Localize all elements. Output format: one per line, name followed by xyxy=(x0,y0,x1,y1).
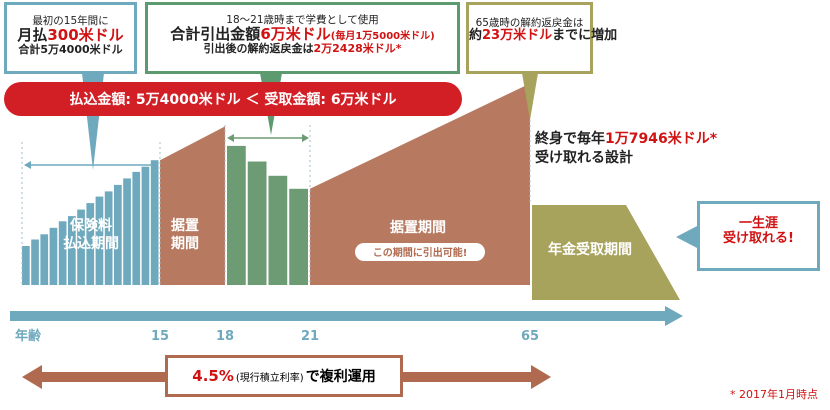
phase-label: 保険料 xyxy=(69,217,112,234)
compound-operation-box: 4.5% (現行積立利率) で複利運用 xyxy=(165,355,403,397)
withdrawable-badge xyxy=(355,243,485,261)
callout-payment-line3: 合計5万4000米ドル xyxy=(18,43,123,57)
operation-arrow-left xyxy=(22,365,42,389)
payment-bar xyxy=(95,196,104,285)
payment-bar xyxy=(132,171,141,285)
x-axis-title: 年齢 xyxy=(15,328,42,344)
payment-bar xyxy=(49,227,58,285)
payment-bar xyxy=(114,184,122,285)
callout-withdrawal: 18〜21歳時まで学費として使用 合計引出金額6万米ドル(毎月1万5000米ドル… xyxy=(145,2,460,74)
payment-bar xyxy=(31,239,39,285)
withdrawal-bar xyxy=(247,161,267,285)
phase-label: 据置 xyxy=(171,217,199,234)
callout-lifetime-line1: 一生涯 xyxy=(738,216,778,231)
withdrawal-bar xyxy=(289,188,308,285)
payment-bar xyxy=(123,178,131,285)
x-axis-arrowhead xyxy=(665,306,683,326)
footnote: * 2017年1月時点 xyxy=(730,388,818,401)
payment-bar xyxy=(141,166,150,285)
lifetime-annuity-note: 終身で毎年1万7946米ドル* 受け取れる設計 xyxy=(535,130,717,168)
x-tick-label: 21 xyxy=(301,329,319,344)
callout-surrender-line1: 65歳時の解約返戻金は xyxy=(475,17,584,29)
payment-span-head-right xyxy=(151,161,158,169)
callout-lifetime: 一生涯 受け取れる! xyxy=(697,201,820,271)
pointer-surrender xyxy=(522,73,538,120)
annuity-arrow xyxy=(532,205,680,300)
callout-withdrawal-line2: 合計引出金額6万米ドル(毎月1万5000米ドル) xyxy=(170,25,435,44)
callout-payment-line1: 最初の15年間に xyxy=(32,15,109,27)
payment-bar xyxy=(104,191,113,285)
lifetime-note-line2: 受け取れる設計 xyxy=(535,149,633,166)
phase-label: 年金受取期間 xyxy=(548,241,632,258)
deferral-area-1 xyxy=(160,126,225,286)
x-axis-bar xyxy=(10,311,665,321)
withdrawal-span-head-left xyxy=(227,134,234,142)
payment-bar xyxy=(86,203,95,285)
payment-bar xyxy=(58,221,67,285)
x-tick-label: 65 xyxy=(521,329,539,344)
phase-label: 期間 xyxy=(171,236,199,252)
rate-suffix: で複利運用 xyxy=(305,369,376,385)
lifetime-note-line1: 終身で毎年1万7946米ドル* xyxy=(535,131,718,147)
summary-pill: 払込金額: 5万4000米ドル ＜ 受取金額: 6万米ドル xyxy=(4,82,462,116)
withdrawal-bar xyxy=(227,145,246,285)
withdrawal-span-head-right xyxy=(302,134,309,142)
callout-withdrawal-line1: 18〜21歳時まで学費として使用 xyxy=(226,14,379,26)
pointer-lifetime xyxy=(676,225,699,249)
withdrawal-bar xyxy=(268,175,288,285)
rate-value: 4.5% xyxy=(192,367,234,385)
payment-span-head-left xyxy=(24,161,31,169)
callout-lifetime-line2: 受け取れる! xyxy=(723,230,794,246)
rate-detail: (現行積立利率) xyxy=(235,372,304,384)
callout-payment-line2: 月払300米ドル xyxy=(17,26,124,45)
payment-bar xyxy=(150,160,159,285)
deferral-area-2 xyxy=(310,83,530,285)
phase-label: 払込期間 xyxy=(63,235,119,252)
withdrawable-badge-text: この期間に引出可能! xyxy=(373,246,468,259)
phase-label: 据置期間 xyxy=(390,219,446,236)
operation-arrow-right xyxy=(531,365,551,389)
x-tick-label: 15 xyxy=(151,329,169,344)
x-tick-label: 18 xyxy=(216,329,234,344)
payment-bar xyxy=(68,216,76,285)
payment-bar xyxy=(77,209,85,285)
callout-surrender-line2: 約23万米ドルまでに増加 xyxy=(469,28,618,44)
callout-surrender-value: 65歳時の解約返戻金は 約23万米ドルまでに増加 xyxy=(466,2,618,74)
callout-payment: 最初の15年間に 月払300米ドル 合計5万4000米ドル xyxy=(4,2,137,74)
payment-bar xyxy=(40,234,49,285)
payment-bar xyxy=(22,246,30,285)
callout-withdrawal-line3: 引出後の解約返戻金は2万2428米ドル* xyxy=(203,42,402,56)
